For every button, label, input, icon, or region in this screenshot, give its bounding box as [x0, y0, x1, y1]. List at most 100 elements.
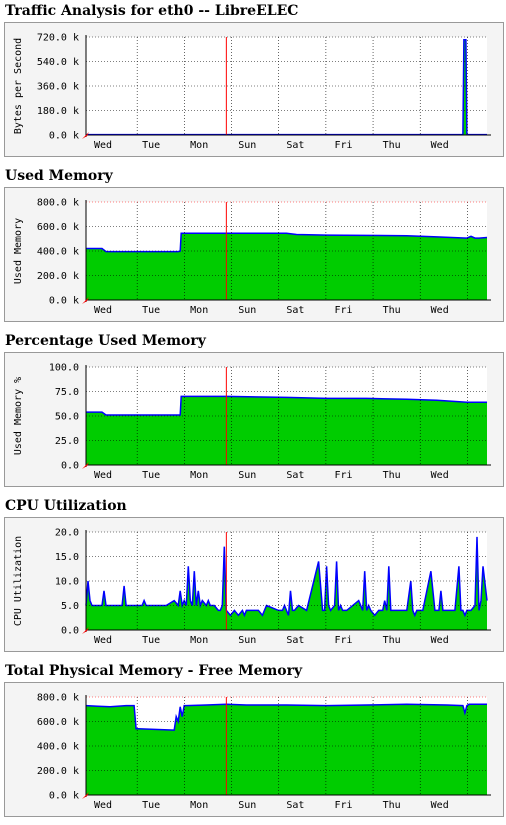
- series-0-line: [85, 703, 487, 731]
- y-tick-label: 0.0: [61, 626, 79, 637]
- x-tick-label: Thu: [383, 470, 401, 481]
- y-tick-label: 800.0 k: [37, 693, 79, 704]
- chart-section-traffic: Traffic Analysis for eth0 -- LibreELEC 0…: [0, 0, 506, 165]
- x-tick-label: Fri: [334, 800, 352, 811]
- y-axis-label: Bytes per Second: [13, 38, 24, 134]
- y-tick-label: 0.0 k: [49, 296, 79, 307]
- y-tick-label: 100.0: [49, 363, 79, 374]
- y-tick-label: 50.0: [55, 412, 79, 423]
- x-tick-label: Tue: [142, 305, 160, 316]
- y-tick-label: 20.0: [55, 528, 79, 539]
- x-tick-label: Wed: [94, 635, 112, 646]
- x-tick-label: Wed: [431, 305, 449, 316]
- y-tick-label: 0.0 k: [49, 791, 79, 802]
- x-tick-label: Wed: [94, 470, 112, 481]
- y-tick-label: 10.0: [55, 577, 79, 588]
- axis-arrow-marker: [82, 297, 89, 304]
- chart-title: Total Physical Memory - Free Memory: [5, 663, 303, 679]
- x-tick-label: Sun: [238, 470, 256, 481]
- chart-panel: 0.0 k 180.0 k 360.0 k 540.0 k 720.0 k Wed Tue M…: [4, 22, 504, 157]
- y-axis-label: CPU Utilization: [13, 536, 24, 626]
- y-tick-label: 540.0 k: [37, 57, 79, 68]
- axis-arrow-marker: [82, 132, 89, 139]
- axis-arrow-marker: [82, 462, 89, 469]
- x-tick-label: Sun: [238, 800, 256, 811]
- y-tick-label: 360.0 k: [37, 82, 79, 93]
- chart-section-cpu-utilization: CPU Utilization 0.0 5.0 10.0 15.0 20.0 Wed Tue…: [0, 495, 506, 660]
- x-tick-label: Wed: [431, 800, 449, 811]
- series-0-line: [86, 395, 487, 416]
- x-tick-label: Fri: [334, 305, 352, 316]
- x-tick-label: Tue: [142, 635, 160, 646]
- series-0-line: [86, 232, 488, 253]
- x-tick-label: Wed: [94, 305, 112, 316]
- chart-panel: 0.0 25.0 50.0 75.0 100.0 Wed Tue Mon Sun Sat Fri Th…: [4, 352, 504, 487]
- chart-section-percentage-used-memory: Percentage Used Memory 0.0 25.0 50.0 75.0 10…: [0, 330, 506, 495]
- chart-title: Traffic Analysis for eth0 -- LibreELEC: [5, 3, 299, 19]
- chart-panel: 0.0 k 200.0 k 400.0 k 600.0 k 800.0 k Wed Tue M…: [4, 682, 504, 817]
- x-tick-label: Fri: [334, 140, 352, 151]
- y-tick-label: 400.0 k: [37, 742, 79, 753]
- x-tick-label: Thu: [383, 305, 401, 316]
- y-tick-label: 720.0 k: [37, 33, 79, 44]
- x-tick-label: Mon: [190, 470, 208, 481]
- x-tick-label: Tue: [142, 140, 160, 151]
- chart-title: CPU Utilization: [5, 498, 127, 514]
- chart-percentage-used-memory: 0.0 25.0 50.0 75.0 100.0 Wed Tue Mon Sun Sat Fri Th…: [13, 363, 491, 481]
- x-tick-label: Thu: [383, 635, 401, 646]
- y-tick-label: 75.0: [55, 387, 79, 398]
- axis-arrow-marker: [82, 627, 89, 634]
- chart-physical-memory: 0.0 k 200.0 k 400.0 k 600.0 k 800.0 k Wed Tue M…: [37, 693, 491, 811]
- y-axis-label: Used Memory %: [13, 377, 24, 455]
- series-0-area: [86, 536, 487, 630]
- chart-title: Used Memory: [5, 168, 113, 184]
- x-tick-label: Thu: [383, 140, 401, 151]
- chart-title: Percentage Used Memory: [5, 333, 206, 349]
- x-tick-label: Wed: [431, 140, 449, 151]
- chart-cpu-utilization: 0.0 5.0 10.0 15.0 20.0 Wed Tue Mon Sun Sat Fri Thu W…: [13, 528, 491, 646]
- y-tick-label: 180.0 k: [37, 106, 79, 117]
- x-tick-label: Wed: [431, 470, 449, 481]
- series-0-area: [86, 396, 487, 465]
- chart-section-physical-memory: Total Physical Memory - Free Memory 0.0 …: [0, 660, 506, 825]
- x-tick-label: Wed: [431, 635, 449, 646]
- x-tick-label: Sat: [286, 305, 304, 316]
- x-tick-label: Tue: [142, 470, 160, 481]
- x-tick-label: Wed: [94, 140, 112, 151]
- chart-section-used-memory: Used Memory 0.0 k 200.0 k 400.0 k 600.0 k 80…: [0, 165, 506, 330]
- x-tick-label: Sat: [286, 140, 304, 151]
- x-tick-label: Sat: [286, 800, 304, 811]
- chart-used-memory: 0.0 k 200.0 k 400.0 k 600.0 k 800.0 k Wed Tue M…: [13, 198, 491, 316]
- chart-panel: 0.0 k 200.0 k 400.0 k 600.0 k 800.0 k Wed Tue M…: [4, 187, 504, 322]
- x-tick-label: Fri: [334, 635, 352, 646]
- y-tick-label: 800.0 k: [37, 198, 79, 209]
- y-tick-label: 0.0 k: [49, 131, 79, 142]
- y-tick-label: 25.0: [55, 436, 79, 447]
- x-tick-label: Wed: [94, 800, 112, 811]
- chart-panel: 0.0 5.0 10.0 15.0 20.0 Wed Tue Mon Sun Sat Fri Thu W…: [4, 517, 504, 652]
- x-tick-label: Thu: [383, 800, 401, 811]
- x-tick-label: Sat: [286, 635, 304, 646]
- x-tick-label: Sun: [238, 305, 256, 316]
- x-tick-label: Mon: [190, 800, 208, 811]
- x-tick-label: Mon: [190, 305, 208, 316]
- x-tick-label: Fri: [334, 470, 352, 481]
- x-tick-label: Sun: [238, 635, 256, 646]
- x-tick-label: Mon: [190, 635, 208, 646]
- y-tick-label: 15.0: [55, 552, 79, 563]
- x-tick-label: Sun: [238, 140, 256, 151]
- y-axis-label: Used Memory: [13, 218, 24, 284]
- x-tick-label: Mon: [190, 140, 208, 151]
- axis-arrow-marker: [82, 792, 89, 799]
- y-tick-label: 400.0 k: [37, 247, 79, 258]
- y-tick-label: 600.0 k: [37, 717, 79, 728]
- y-tick-label: 200.0 k: [37, 766, 79, 777]
- chart-traffic: 0.0 k 180.0 k 360.0 k 540.0 k 720.0 k Wed Tue M…: [13, 33, 491, 151]
- series-0-area: [86, 233, 487, 300]
- x-tick-label: Tue: [142, 800, 160, 811]
- y-tick-label: 600.0 k: [37, 222, 79, 233]
- x-tick-label: Sat: [286, 470, 304, 481]
- y-tick-label: 5.0: [61, 601, 79, 612]
- y-tick-label: 200.0 k: [37, 271, 79, 282]
- y-tick-label: 0.0: [61, 461, 79, 472]
